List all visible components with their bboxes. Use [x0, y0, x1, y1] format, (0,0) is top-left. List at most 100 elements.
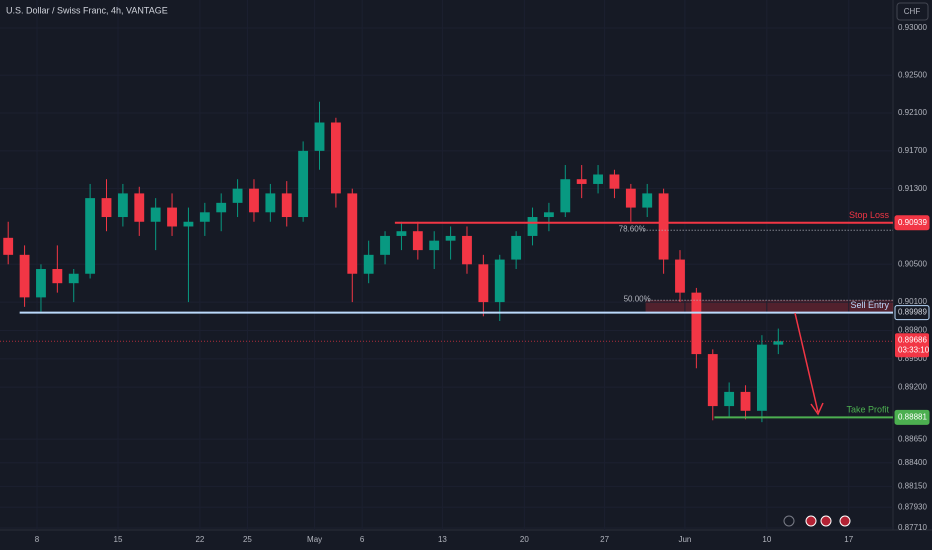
level-label: Stop Loss [849, 210, 890, 220]
candle-body [511, 235, 522, 260]
candle-body [757, 344, 767, 411]
candle-body [396, 231, 407, 236]
candle-body [560, 179, 571, 213]
icon [783, 515, 795, 527]
candle-body [249, 188, 259, 213]
candle-body [347, 193, 358, 274]
arrow [794, 312, 819, 413]
x-tick-label: 15 [114, 535, 123, 544]
candle-body [412, 231, 423, 251]
candle-body [265, 193, 276, 213]
zones [645, 300, 893, 313]
y-tick-label: 0.93000 [898, 23, 927, 32]
y-tick-label: 0.91300 [898, 184, 927, 193]
candle-body [3, 237, 14, 255]
candle-body [101, 198, 112, 218]
y-tick-label: 0.89200 [898, 382, 927, 391]
x-tick-label: 6 [360, 535, 365, 544]
candle-body [380, 235, 390, 255]
candle-body [543, 212, 554, 218]
y-tick-label: 0.91700 [898, 146, 927, 155]
icon [820, 515, 832, 527]
candle-body [232, 188, 243, 203]
y-tick-label: 0.90500 [898, 259, 927, 268]
arrow-head [810, 402, 824, 416]
x-tick-label: 22 [195, 535, 204, 544]
x-tick-label: May [307, 535, 322, 544]
x-tick-label: Jun [678, 535, 691, 544]
candle-body [199, 212, 210, 222]
candle-body [314, 122, 325, 151]
x-tick-label: 17 [844, 535, 853, 544]
candle-body [494, 259, 505, 303]
level-label: Sell Entry [850, 300, 889, 310]
y-tick-label: 0.89500 [898, 354, 927, 363]
candle-body [216, 202, 227, 213]
candle-body [724, 391, 735, 407]
candle-body [625, 188, 636, 208]
candle-body [85, 198, 96, 274]
candle-body [134, 193, 145, 222]
price-box-label: 0.90939 [898, 218, 927, 227]
candle-body [675, 259, 685, 293]
x-tick-label: 10 [762, 535, 771, 544]
candle-body [576, 179, 587, 184]
y-tick-label: 0.88150 [898, 482, 927, 491]
candle-body [462, 235, 472, 265]
y-tick-label: 0.92100 [898, 108, 927, 117]
candle-body [773, 341, 784, 345]
x-tick-label: 13 [438, 535, 447, 544]
x-tick-label: 27 [600, 535, 609, 544]
fib-label: 78.60% [619, 224, 646, 233]
candle-body [642, 193, 653, 208]
icon [805, 515, 817, 527]
y-tick-label: 0.92500 [898, 70, 927, 79]
candle-body [658, 193, 669, 260]
y-tick-label: 0.89800 [898, 326, 927, 335]
x-tick-label: 25 [243, 535, 252, 544]
candle-body [19, 254, 30, 298]
currency[interactable]: CHF [904, 7, 921, 16]
candle-body [691, 292, 702, 355]
y-tick-label: 0.87930 [898, 502, 927, 511]
sell-zone [645, 300, 893, 313]
x-tick-label: 20 [520, 535, 529, 544]
candle-body [740, 391, 751, 411]
candle-body [429, 240, 440, 251]
candle-body [707, 354, 718, 407]
level-label: Take Profit [846, 405, 889, 415]
candle-body [68, 273, 79, 284]
y-tick-label: 0.88400 [898, 458, 927, 467]
candle-body [150, 207, 161, 222]
countdown: 03:33:10 [898, 345, 930, 354]
x-tick-label: 8 [35, 535, 40, 544]
y-tick-label: 0.87710 [898, 523, 927, 532]
candle-body [330, 122, 341, 194]
candle-body [183, 221, 194, 227]
candle-body [445, 235, 456, 241]
price-box-label: 0.89989 [898, 308, 927, 317]
candle-body [36, 269, 46, 298]
candle-body [298, 150, 309, 218]
y-tick-label: 0.88650 [898, 434, 927, 443]
candle-body [52, 269, 63, 284]
price-box [894, 305, 930, 321]
candle-body [363, 254, 374, 274]
icon [839, 515, 851, 527]
fib-label: 50.00% [624, 294, 651, 303]
chart-title: U.S. Dollar / Swiss Franc, 4h, VANTAGE [6, 5, 168, 15]
price-box [894, 215, 930, 231]
candle-body [609, 174, 620, 189]
plot: 78.60% 50.00% Stop Loss Sell Entry Take Prof… [0, 0, 893, 530]
candle-body [527, 217, 538, 236]
bottom-icons [783, 515, 851, 527]
currency-box[interactable] [896, 2, 929, 21]
price-box-label: 0.88881 [898, 412, 927, 421]
y-tick-label: 0.90100 [898, 297, 927, 306]
current-price-box [895, 333, 929, 358]
candle-body [478, 264, 489, 303]
candle-body [117, 193, 128, 218]
